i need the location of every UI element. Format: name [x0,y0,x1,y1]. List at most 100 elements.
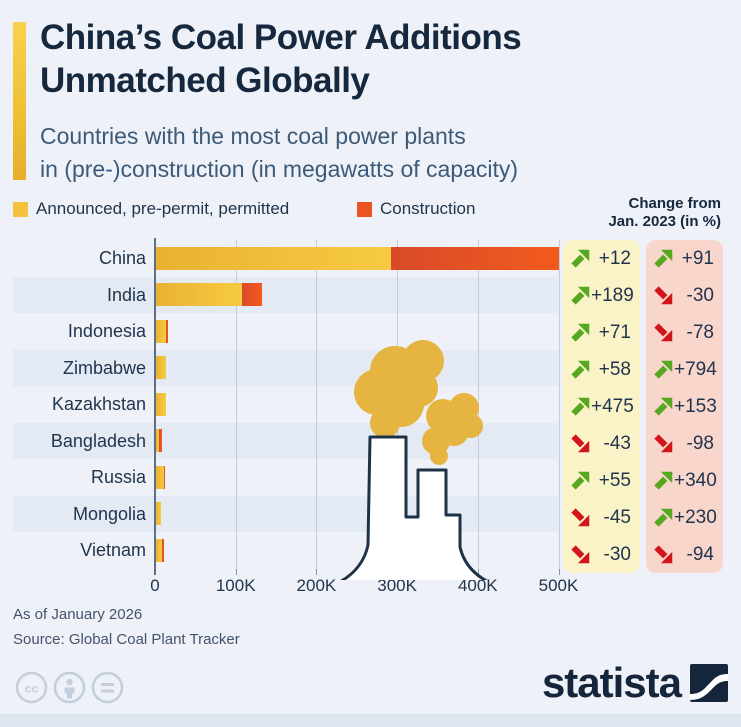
change-cell-construction-bangladesh: -98 [646,425,723,462]
row-label-russia: Russia [90,467,146,487]
change-cell-construction-kazakhstan: +153 [646,388,723,425]
change-column-announced: +12 +189 +71 +58 +475 -43 +55 -45 -30 [563,240,640,573]
change-value: -78 [686,321,714,343]
legend-label-construction: Construction [380,199,476,218]
bar-mongolia [156,502,161,526]
legend-label-announced: Announced, pre-permit, permitted [36,199,290,218]
bar-segment-construction [241,283,262,307]
bar-segment-announced [156,246,391,270]
change-header-line-2: Jan. 2023 (in %) [608,213,721,230]
gridline-100K [235,240,237,569]
change-value: -30 [603,543,631,565]
bar-segment-announced [156,319,166,343]
change-value: +55 [598,469,631,491]
change-value: -45 [603,506,631,528]
as-of-note: As of January 2026 [13,606,143,623]
axis-tick-500K [558,569,560,575]
up-arrow-icon [654,249,673,268]
subtitle-line-1: Countries with the most coal power plant… [40,123,466,149]
bar-india [156,283,262,307]
row-stripe-mongolia [13,495,558,532]
row-label-bangladesh: Bangladesh [50,430,146,451]
title-line-1: China’s Coal Power Additions [40,18,522,57]
statista-mark-icon [690,664,728,702]
creative-commons-icon[interactable]: cc [15,671,48,704]
title-accent-bar [13,22,26,180]
change-value: +189 [591,284,634,306]
axis-tick-200K [316,569,318,575]
down-arrow-icon [654,545,673,564]
up-arrow-icon [571,360,590,379]
up-arrow-icon [571,323,590,342]
bar-kazakhstan [156,392,166,416]
svg-text:cc: cc [25,682,39,696]
row-label-zimbabwe: Zimbabwe [62,357,146,378]
axis-tick-label: 200K [296,576,337,595]
change-cell-construction-russia: +340 [646,462,723,499]
bar-china [156,246,560,270]
up-arrow-icon [571,471,590,490]
change-cell-construction-mongolia: +230 [646,499,723,536]
smoke-cloud-icon [354,340,483,465]
change-value: +58 [598,358,631,380]
down-arrow-icon [654,286,673,305]
bar-bangladesh [156,429,162,453]
change-cell-construction-india: -30 [646,277,723,314]
change-value: +794 [674,358,717,380]
equal-sign-icon[interactable] [91,671,124,704]
change-cell-announced-zimbabwe: +58 [563,351,640,388]
axis-tick-100K [235,569,237,575]
row-label-china: China [98,248,146,268]
row-stripe-zimbabwe [13,349,558,386]
down-arrow-icon [571,508,590,527]
bar-segment-construction [390,246,560,270]
change-value: +340 [674,469,717,491]
change-cell-construction-vietnam: -94 [646,536,723,573]
statista-logo[interactable]: statista [542,662,728,704]
legend-item-announced: Announced, pre-permit, permitted [13,199,289,219]
announced-swatch-icon [13,201,28,217]
row-label-mongolia: Mongolia [72,503,146,524]
change-value: -30 [686,284,714,306]
axis-tick-label: 500K [538,576,579,595]
change-cell-announced-russia: +55 [563,462,640,499]
up-arrow-icon [571,286,590,305]
change-cell-construction-zimbabwe: +794 [646,351,723,388]
change-cell-construction-china: +91 [646,240,723,277]
change-cell-construction-indonesia: -78 [646,314,723,351]
bar-indonesia [156,319,169,343]
change-value: +12 [598,247,631,269]
change-cell-announced-indonesia: +71 [563,314,640,351]
change-cell-announced-china: +12 [563,240,640,277]
up-arrow-icon [654,508,673,527]
up-arrow-icon [654,397,673,416]
up-arrow-icon [571,249,590,268]
change-value: +71 [598,321,631,343]
creative-commons-icons[interactable]: cc [15,671,124,704]
bottom-border [0,714,741,727]
row-label-kazakhstan: Kazakhstan [51,394,146,414]
gridline-200K [316,240,318,569]
gridline-500K [558,240,560,569]
bar-segment-construction [161,538,165,562]
axis-tick-label: 100K [215,576,256,595]
change-cell-announced-bangladesh: -43 [563,425,640,462]
change-value: +475 [591,395,634,417]
down-arrow-icon [571,434,590,453]
subtitle: Countries with the most coal power plant… [40,120,518,186]
change-cell-announced-vietnam: -30 [563,536,640,573]
page-title: China’s Coal Power Additions Unmatched G… [40,16,522,102]
construction-swatch-icon [357,201,372,217]
bar-segment-announced [156,283,242,307]
bar-segment-announced [156,538,162,562]
bar-segment-construction [159,429,162,453]
change-value: -43 [603,432,631,454]
row-label-india: India [106,284,146,305]
row-label-indonesia: Indonesia [67,321,146,341]
attribution-person-icon[interactable] [53,671,86,704]
title-line-2: Unmatched Globally [40,61,370,100]
row-label-vietnam: Vietnam [80,540,146,560]
down-arrow-icon [571,545,590,564]
bar-segment-construction [164,465,165,489]
